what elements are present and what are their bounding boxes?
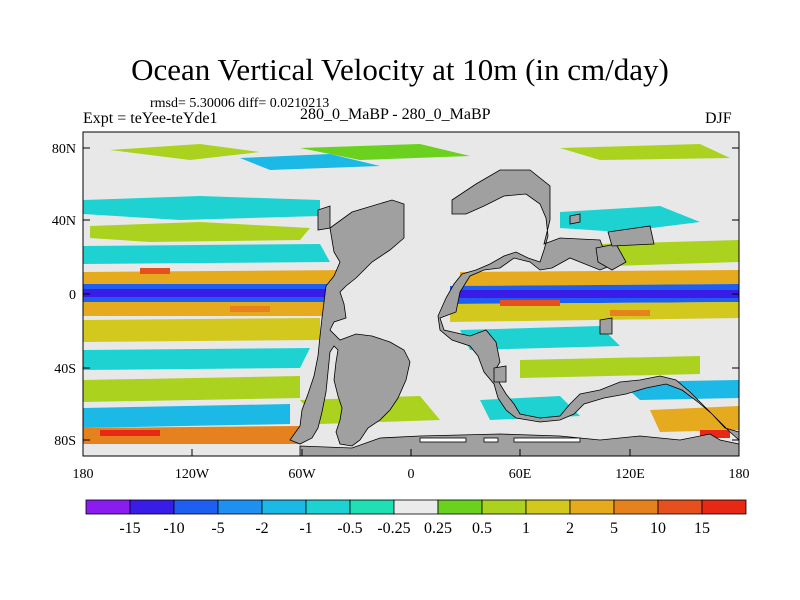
field-patch [83, 404, 290, 428]
island [569, 213, 581, 225]
colorbar-label: 0.5 [472, 520, 492, 537]
field-patch [83, 318, 320, 342]
field-patch [110, 144, 260, 160]
field-patch [83, 348, 310, 370]
field-patch [610, 310, 650, 316]
colorbar-label: 15 [694, 520, 710, 537]
africa-eurasia-land [299, 169, 740, 457]
colorbar-label: -1 [299, 520, 312, 537]
field-patch [83, 270, 350, 284]
colorbar-label: 0.25 [424, 520, 452, 537]
colorbar-swatch [657, 499, 703, 515]
latitude-axis: 80N 40N 0 40S 80S [52, 142, 739, 449]
lat-tick-label: 40N [52, 214, 76, 229]
field-patch [230, 306, 270, 312]
map-panel: 80N 40N 0 40S 80S 180 120W 60W 0 60E 120… [52, 131, 750, 482]
colorbar-swatch [305, 499, 351, 515]
field-patch [83, 196, 320, 220]
field-patch [520, 356, 700, 378]
field-patch [560, 144, 730, 160]
colorbar-label: -2 [255, 520, 268, 537]
island [599, 317, 613, 335]
field-patch [460, 270, 739, 286]
colorbar-label: 1 [522, 520, 530, 537]
field-patch [460, 326, 620, 350]
asia-block [607, 225, 655, 247]
colorbar-swatches [85, 499, 747, 515]
lon-tick-label: 60E [509, 467, 532, 482]
colorbar-label: -5 [211, 520, 224, 537]
colorbar-label: 5 [610, 520, 618, 537]
lon-tick-label: 60W [288, 467, 316, 482]
lat-tick-label: 40S [54, 362, 76, 377]
field-patch [300, 144, 470, 160]
field-patch [700, 430, 730, 438]
field-patch [83, 302, 330, 316]
field-patch [100, 430, 160, 436]
coast-segment [419, 437, 467, 443]
map-title: Ocean Vertical Velocity at 10m (in cm/da… [131, 52, 669, 87]
field-patch [650, 406, 739, 432]
stats-text: rmsd= 5.30006 diff= 0.0210213 [150, 96, 330, 111]
colorbar-swatch [481, 499, 527, 515]
longitude-axis: 180 120W 60W 0 60E 120E 180 [73, 449, 750, 482]
colorbar: -15 -10 -5 -2 -1 -0.5 -0.25 0.25 0.5 1 2… [85, 499, 747, 537]
field-patch [450, 302, 739, 322]
land-masses [289, 169, 740, 457]
colorbar-swatch [701, 499, 747, 515]
colorbar-swatch [217, 499, 263, 515]
colorbar-label: -0.25 [377, 520, 410, 537]
colorbar-labels: -15 -10 -5 -2 -1 -0.5 -0.25 0.25 0.5 1 2… [119, 520, 710, 537]
lat-tick-label: 0 [69, 288, 76, 303]
case-label: 280_0_MaBP - 280_0_MaBP [300, 106, 491, 123]
island [493, 365, 507, 383]
field-patch [450, 290, 739, 298]
experiment-label: Expt = teYee-teYde1 [83, 110, 218, 127]
lon-tick-label: 120W [175, 467, 210, 482]
field-patch [90, 222, 310, 242]
colorbar-label: -0.5 [337, 520, 362, 537]
season-label: DJF [705, 110, 732, 127]
field-patch [240, 154, 380, 170]
colorbar-swatch [437, 499, 483, 515]
colorbar-label: -10 [163, 520, 184, 537]
field-patch [140, 268, 170, 274]
colorbar-swatch [261, 499, 307, 515]
colorbar-swatch [525, 499, 571, 515]
field-patch [83, 289, 340, 297]
colorbar-label: -15 [119, 520, 140, 537]
island [317, 205, 331, 231]
colorbar-swatch [129, 499, 175, 515]
lon-tick-label: 0 [408, 467, 415, 482]
lon-tick-label: 180 [73, 467, 94, 482]
field-patch [600, 240, 739, 266]
colorbar-swatch [393, 499, 439, 515]
field-patch [500, 300, 560, 306]
coast-segment [513, 437, 581, 443]
colorbar-label: 10 [650, 520, 666, 537]
colorbar-swatch [569, 499, 615, 515]
colorbar-label: 2 [566, 520, 574, 537]
lon-tick-label: 120E [615, 467, 645, 482]
colorbar-swatch [349, 499, 395, 515]
field-patch [83, 244, 330, 264]
colorbar-swatch [85, 499, 131, 515]
velocity-field [83, 144, 739, 444]
field-patch [83, 376, 300, 402]
field-patch [560, 206, 700, 232]
americas-land [289, 199, 411, 447]
lat-tick-label: 80N [52, 142, 76, 157]
antarctic-coast [419, 437, 581, 443]
colorbar-swatch [173, 499, 219, 515]
lon-tick-label: 180 [729, 467, 750, 482]
coast-segment [483, 437, 499, 443]
colorbar-swatch [613, 499, 659, 515]
lat-tick-label: 80S [54, 434, 76, 449]
